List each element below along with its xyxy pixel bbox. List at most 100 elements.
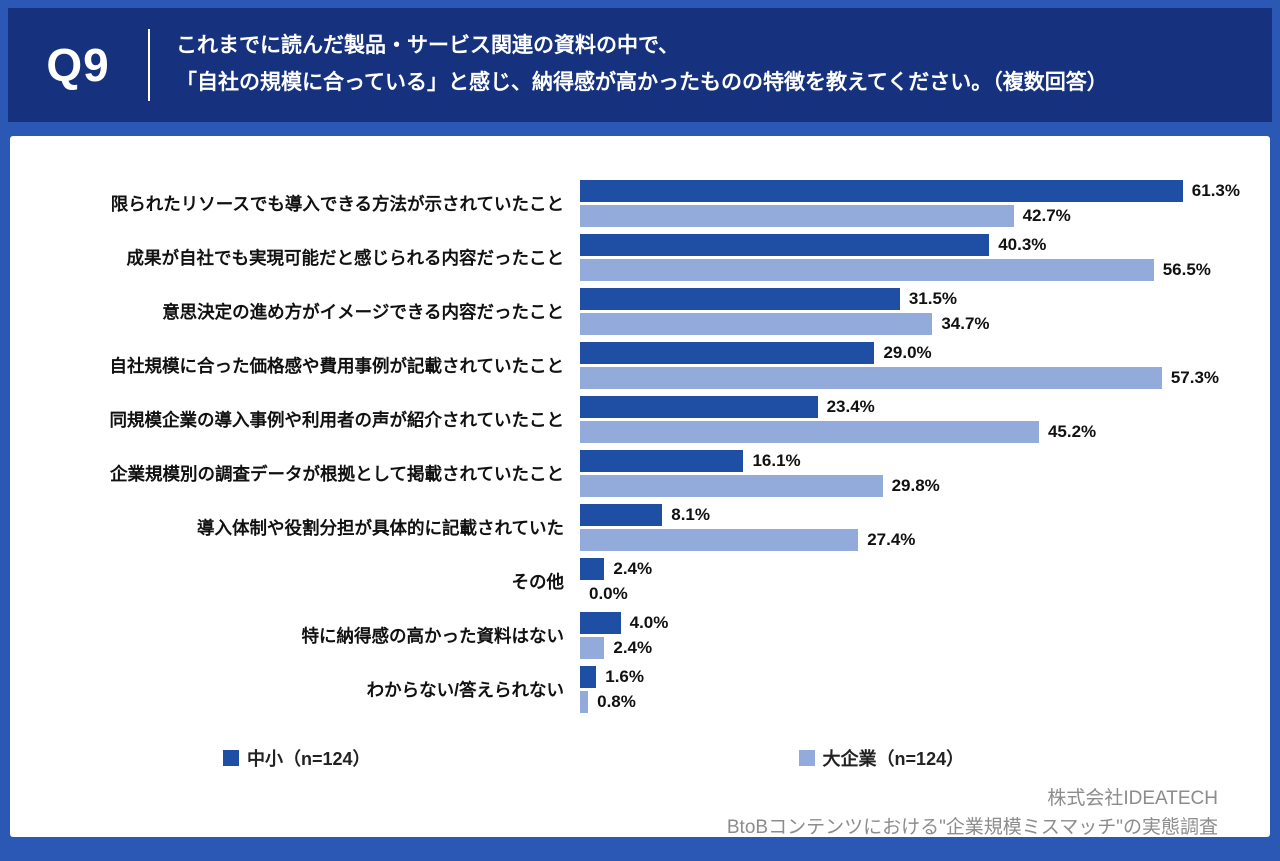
chart-row: 企業規模別の調査データが根拠として掲載されていたこと 16.1% 29.8%: [28, 450, 1246, 497]
legend-swatch-large: [798, 750, 815, 766]
header-band: Q9 これまでに読んだ製品・サービス関連の資料の中で、 「自社の規模に合っている…: [8, 8, 1272, 122]
chart-row: 意思決定の進め方がイメージできる内容だったこと 31.5% 34.7%: [28, 288, 1246, 335]
category-label: 意思決定の進め方がイメージできる内容だったこと: [162, 302, 564, 322]
bar-small-medium: [580, 396, 818, 418]
value-label: 40.3%: [998, 235, 1047, 254]
chart-rows: 限られたリソースでも導入できる方法が示されていたこと 61.3% 42.7% 成果が自…: [28, 180, 1246, 713]
value-label: 57.3%: [1170, 368, 1220, 387]
category-label: 限られたリソースでも導入できる方法が示されていたこと: [110, 194, 564, 214]
bar-line: 29.0%: [580, 342, 1240, 364]
question-number: Q9: [46, 39, 110, 91]
value-label: 23.4%: [826, 397, 875, 416]
bar-group: 29.0% 57.3%: [580, 342, 1240, 389]
value-label: 31.5%: [908, 289, 958, 308]
bar-line: 45.2%: [580, 421, 1240, 443]
value-label: 1.6%: [605, 667, 644, 686]
bar-line: 56.5%: [580, 259, 1240, 281]
value-label: 0.8%: [597, 692, 636, 711]
bar-small-medium: [580, 234, 990, 256]
company-name: 株式会社IDEATECH: [1047, 788, 1218, 809]
value-label: 4.0%: [629, 613, 669, 632]
bar-line: 4.0%: [580, 612, 1240, 634]
legend-label-small-medium: 中小（n=124）: [247, 749, 371, 769]
chart-row: わからない/答えられない 1.6% 0.8%: [28, 666, 1246, 713]
value-label: 2.4%: [613, 638, 653, 657]
bar-large: [580, 313, 933, 335]
bar-group: 40.3% 56.5%: [580, 234, 1240, 281]
bar-line: 16.1%: [580, 450, 1240, 472]
bar-line: 23.4%: [580, 396, 1240, 418]
value-label: 29.0%: [883, 343, 932, 362]
legend-label-large: 大企業（n=124）: [822, 749, 965, 769]
bar-group: 8.1% 27.4%: [580, 504, 1240, 551]
bar-large: [580, 367, 1162, 389]
footer: 株式会社IDEATECH BtoBコンテンツにおける"企業規模ミスマッチ"の実態…: [28, 785, 1246, 842]
bar-small-medium: [580, 666, 597, 688]
value-label: 29.8%: [891, 476, 940, 495]
survey-title: BtoBコンテンツにおける"企業規模ミスマッチ"の実態調査: [726, 816, 1218, 838]
legend-swatch-small-medium: [223, 750, 239, 766]
bar-line: 8.1%: [580, 504, 1240, 526]
value-label: 34.7%: [941, 314, 990, 333]
bar-line: 61.3%: [580, 180, 1240, 202]
category-label: わからない/答えられない: [366, 680, 564, 700]
bar-line: 42.7%: [580, 205, 1240, 227]
legend-item-large: 大企業（n=124）: [798, 745, 965, 771]
bar-line: 57.3%: [580, 367, 1240, 389]
value-label: 42.7%: [1022, 206, 1071, 225]
bar-group: 4.0% 2.4%: [580, 612, 1240, 659]
value-label: 45.2%: [1047, 422, 1097, 441]
bar-line: 0.8%: [580, 691, 1240, 713]
bar-line: 2.4%: [580, 637, 1240, 659]
question-line-2: 「自社の規模に合っている」と感じ、納得感が高かったものの特徴を教えてください。（…: [176, 71, 1108, 94]
bar-line: 27.4%: [580, 529, 1240, 551]
bar-line: 31.5%: [580, 288, 1240, 310]
category-label: 成果が自社でも実現可能だと感じられる内容だったこと: [126, 248, 565, 268]
category-label: その他: [511, 572, 565, 592]
bar-small-medium: [580, 180, 1183, 202]
bar-group: 1.6% 0.8%: [580, 666, 1240, 713]
question-line-1: これまでに読んだ製品・サービス関連の資料の中で、: [176, 34, 680, 58]
chart-row: 特に納得感の高かった資料はない 4.0% 2.4%: [28, 612, 1246, 659]
bar-small-medium: [580, 558, 605, 580]
bar-large: [580, 637, 605, 659]
bar-line: 0.0%: [580, 583, 1240, 605]
category-label: 導入体制や役割分担が具体的に記載されていた: [197, 518, 564, 538]
bar-group: 23.4% 45.2%: [580, 396, 1240, 443]
chart-row: 同規模企業の導入事例や利用者の声が紹介されていたこと 23.4% 45.2%: [28, 396, 1246, 443]
bar-group: 16.1% 29.8%: [580, 450, 1240, 497]
chart-row: 限られたリソースでも導入できる方法が示されていたこと 61.3% 42.7%: [28, 180, 1246, 227]
value-label: 16.1%: [752, 451, 801, 470]
bar-small-medium: [580, 450, 744, 472]
question-text: これまでに読んだ製品・サービス関連の資料の中で、 「自社の規模に合っている」と感…: [150, 28, 1108, 102]
bar-large: [580, 475, 883, 497]
value-label: 8.1%: [671, 505, 710, 524]
bar-line: 29.8%: [580, 475, 1240, 497]
question-divider: [148, 29, 150, 101]
category-label: 同規模企業の導入事例や利用者の声が紹介されていたこと: [109, 410, 564, 430]
category-label: 特に納得感の高かった資料はない: [301, 626, 565, 646]
bar-large: [580, 259, 1154, 281]
bar-large: [580, 421, 1039, 443]
legend: 中小（n=124） 大企業（n=124）: [28, 745, 1246, 771]
bar-large: [580, 691, 589, 713]
value-label: 61.3%: [1191, 181, 1240, 200]
bar-line: 40.3%: [580, 234, 1240, 256]
bar-small-medium: [580, 288, 900, 310]
value-label: 2.4%: [613, 559, 653, 578]
value-label: 56.5%: [1162, 260, 1211, 279]
bar-group: 61.3% 42.7%: [580, 180, 1240, 227]
value-label: 0.0%: [589, 584, 628, 603]
bar-line: 34.7%: [580, 313, 1240, 335]
bar-group: 31.5% 34.7%: [580, 288, 1240, 335]
value-label: 27.4%: [867, 530, 916, 549]
bar-line: 2.4%: [580, 558, 1240, 580]
chart-row: 導入体制や役割分担が具体的に記載されていた 8.1% 27.4%: [28, 504, 1246, 551]
bar-large: [580, 529, 859, 551]
chart-row: その他 2.4% 0.0%: [28, 558, 1246, 605]
bar-group: 2.4% 0.0%: [580, 558, 1240, 605]
chart-row: 自社規模に合った価格感や費用事例が記載されていたこと 29.0% 57.3%: [28, 342, 1246, 389]
bar-small-medium: [580, 504, 663, 526]
bar-line: 1.6%: [580, 666, 1240, 688]
bar-small-medium: [580, 342, 875, 364]
